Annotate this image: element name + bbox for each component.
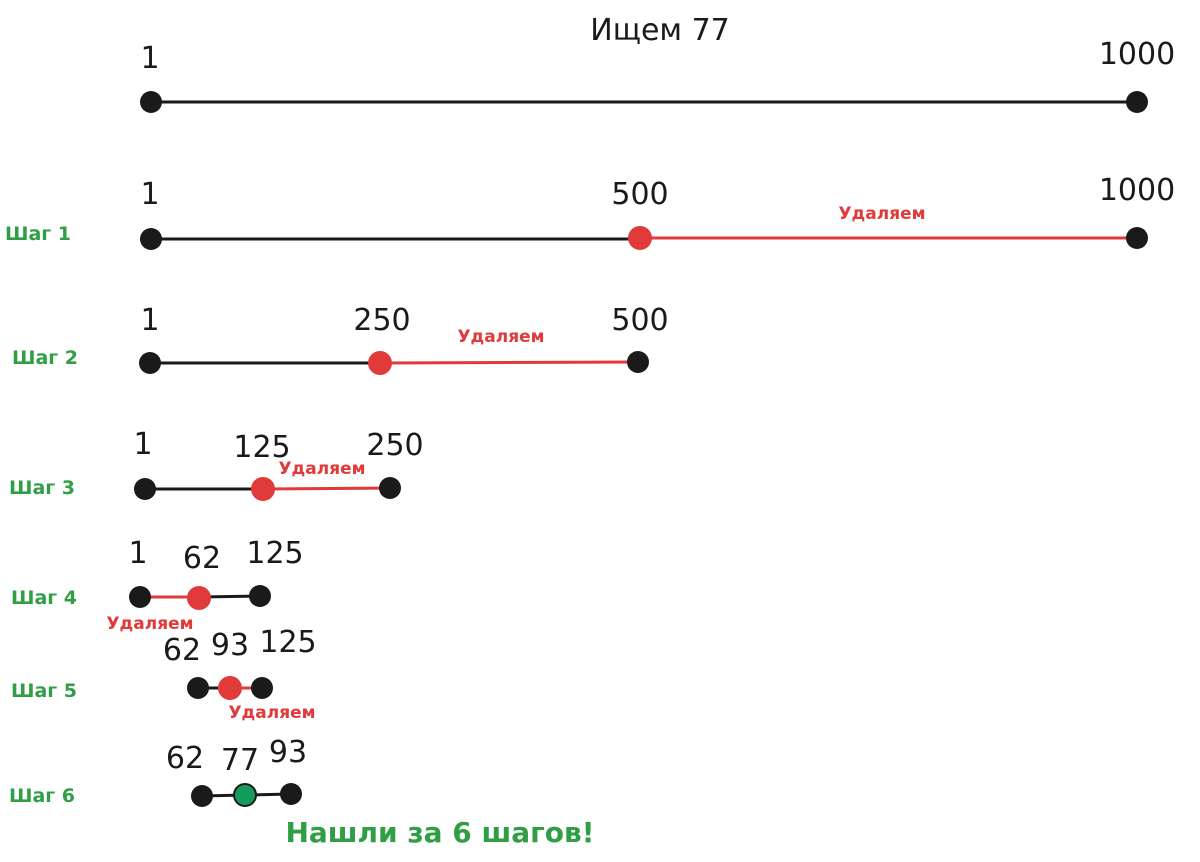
removed-segment — [379, 360, 639, 365]
range-end-label: 1000 — [1099, 37, 1175, 72]
left-value-label: 62 — [166, 741, 204, 776]
row-step-5: Шаг 5 62 93 125 Удаляем — [11, 625, 317, 723]
removed-segment — [262, 486, 391, 491]
step-label: Шаг 3 — [9, 477, 75, 499]
right-value-label: 500 — [611, 303, 668, 338]
right-value-label: 250 — [366, 428, 423, 463]
row-initial-range: 1 1000 — [140, 37, 1175, 113]
middle-value-label: 62 — [183, 541, 221, 576]
left-value-label: 1 — [140, 177, 159, 212]
middle-value-label: 500 — [611, 177, 668, 212]
target-value-label: 77 — [221, 743, 259, 778]
right-dot — [251, 677, 273, 699]
right-dot — [379, 477, 401, 499]
row-step-2: Шаг 2 1 250 500 Удаляем — [12, 303, 669, 375]
range-start-dot — [140, 91, 162, 113]
middle-dot — [368, 351, 392, 375]
range-end-dot — [1126, 91, 1148, 113]
middle-dot — [218, 676, 242, 700]
right-value-label: 1000 — [1099, 173, 1175, 208]
remove-label: Удаляем — [457, 327, 544, 347]
left-dot — [134, 478, 156, 500]
right-dot — [1126, 227, 1148, 249]
middle-value-label: 250 — [353, 303, 410, 338]
row-step-6: Шаг 6 62 77 93 Нашли за 6 шагов! — [9, 735, 595, 849]
middle-dot — [251, 477, 275, 501]
remove-label: Удаляем — [838, 204, 925, 224]
right-dot — [280, 783, 302, 805]
row-step-4: Шаг 4 1 62 125 Удаляем — [11, 536, 304, 634]
found-dot — [233, 783, 257, 807]
remove-label: Удаляем — [278, 459, 365, 479]
step-label: Шаг 2 — [12, 347, 78, 369]
step-label: Шаг 6 — [9, 785, 75, 807]
middle-dot — [187, 586, 211, 610]
right-dot — [249, 585, 271, 607]
step-label: Шаг 5 — [11, 680, 77, 702]
step-label: Шаг 1 — [5, 223, 71, 245]
right-value-label: 125 — [246, 536, 303, 571]
remove-label: Удаляем — [228, 703, 315, 723]
right-value-label: 125 — [259, 625, 316, 660]
middle-value-label: 125 — [233, 430, 290, 465]
row-step-1: Шаг 1 1 500 1000 Удаляем — [5, 173, 1175, 250]
row-step-3: Шаг 3 1 125 250 Удаляем — [9, 427, 424, 501]
left-dot — [139, 352, 161, 374]
left-dot — [140, 228, 162, 250]
right-value-label: 93 — [269, 735, 307, 770]
middle-value-label: 93 — [211, 628, 249, 663]
left-value-label: 62 — [163, 633, 201, 668]
left-value-label: 1 — [140, 303, 159, 338]
range-start-label: 1 — [140, 41, 159, 76]
result-label: Нашли за 6 шагов! — [285, 816, 594, 849]
middle-dot — [628, 226, 652, 250]
right-dot — [627, 351, 649, 373]
left-value-label: 1 — [133, 427, 152, 462]
left-dot — [129, 586, 151, 608]
diagram-title: Ищем 77 — [590, 13, 730, 48]
remove-label: Удаляем — [106, 614, 193, 634]
step-label: Шаг 4 — [11, 587, 77, 609]
left-value-label: 1 — [128, 536, 147, 571]
left-dot — [191, 785, 213, 807]
left-dot — [187, 677, 209, 699]
